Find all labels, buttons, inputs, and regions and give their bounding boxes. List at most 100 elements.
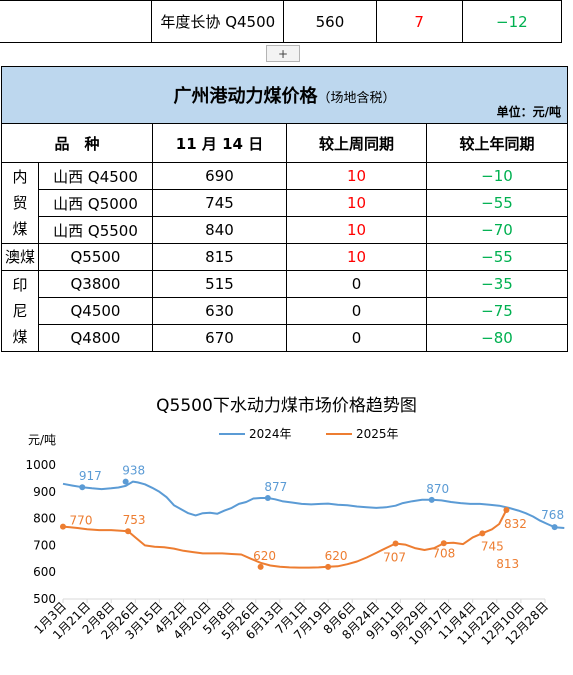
yoy-cell: −12: [461, 0, 563, 43]
data-label-2025: 753: [123, 513, 146, 527]
yoy-cell: −10: [426, 162, 568, 190]
y-tick-label: 600: [33, 565, 56, 579]
data-point-2025: [257, 563, 264, 570]
data-point-2025: [392, 540, 399, 547]
group-label-char: 贸: [12, 194, 28, 212]
price-cell: 670: [152, 324, 287, 352]
data-label-2025: 620: [253, 549, 276, 563]
wow-cell: 10: [286, 216, 427, 244]
wow-cell: 10: [286, 189, 427, 217]
header-variety: 品 种: [1, 123, 153, 163]
yoy-cell: −80: [426, 324, 568, 352]
table-subtitle: （场地含税）: [317, 91, 396, 106]
table-title: 广州港动力煤价格: [173, 86, 318, 107]
data-label-2024: 768: [541, 508, 564, 522]
table-row: Q4500 630 0 −75: [2, 297, 568, 325]
price-cell: 745: [152, 189, 287, 217]
data-label-2024: 938: [122, 464, 145, 478]
table-row: 山西 Q5000 745 10 −55: [2, 189, 568, 217]
series-2025-line: [62, 509, 508, 569]
table-row: 山西 Q5500 840 10 −70: [2, 216, 568, 244]
variety-cell: Q5500: [38, 243, 153, 271]
group-label: 印尼煤: [1, 270, 39, 352]
variety-cell: 山西 Q5000: [38, 189, 153, 217]
header-wow: 较上周同期: [286, 123, 427, 163]
data-point-2024: [122, 478, 129, 485]
data-point-2025: [325, 563, 332, 570]
item-name-cell: 年度长协 Q4500: [151, 0, 285, 43]
yoy-cell: −70: [426, 216, 568, 244]
data-point-2024: [428, 496, 435, 503]
variety-cell: 山西 Q5500: [38, 216, 153, 244]
data-label-2025-extra: 813: [496, 557, 519, 571]
data-label-2024: 917: [79, 469, 102, 483]
table-row: 印尼煤 Q3800 515 0 −35: [1, 270, 568, 352]
price-cell: 515: [152, 270, 287, 298]
data-label-2025: 745: [481, 539, 504, 553]
data-point-2025: [479, 530, 486, 537]
group-label-char: 煤: [12, 328, 28, 346]
expand-button[interactable]: +: [266, 45, 300, 62]
data-label-2025: 832: [504, 517, 527, 531]
price-table: 广州港动力煤价格（场地含税） 单位：元/吨 品 种 11 月 14 日 较上周同…: [1, 66, 568, 352]
variety-cell: 山西 Q4500: [38, 162, 153, 190]
data-point-2025: [125, 528, 132, 535]
y-tick-label: 700: [33, 538, 56, 552]
price-cell: 815: [152, 243, 287, 271]
y-axis-label: 元/吨: [28, 433, 56, 447]
price-cell: 690: [152, 162, 287, 190]
price-trend-chart: 元/吨 2024年 2025年50060070080090010001月3日1月21…: [25, 427, 565, 648]
yoy-cell: −35: [426, 270, 568, 298]
wow-cell: 0: [286, 324, 427, 352]
data-point-2024: [264, 494, 271, 501]
variety-cell: Q4800: [38, 324, 153, 352]
table-row: 年度长协 Q4500 560 7 −12: [0, 0, 563, 43]
data-point-2025: [440, 540, 447, 547]
series-2024-line: [62, 480, 565, 529]
group-label-char: 印: [12, 276, 28, 294]
data-point-2025: [503, 507, 510, 514]
yoy-cell: −55: [426, 243, 568, 271]
price-cell: 840: [152, 216, 287, 244]
blank-cell: [0, 0, 153, 43]
table-row: Q4800 670 0 −80: [2, 324, 568, 352]
yoy-cell: −55: [426, 189, 568, 217]
wow-cell: 0: [286, 297, 427, 325]
group-label-char: 澳煤: [4, 248, 35, 266]
data-label-2025: 770: [70, 514, 93, 528]
data-point-2025: [60, 523, 66, 530]
data-label-2024: 877: [264, 480, 287, 494]
variety-cell: Q3800: [38, 270, 153, 298]
data-point-2024: [551, 524, 558, 531]
data-point-2024: [79, 484, 86, 491]
y-tick-label: 500: [33, 592, 56, 606]
data-label-2025: 708: [432, 546, 455, 560]
header-date: 11 月 14 日: [152, 123, 287, 163]
group-label-char: 内: [12, 168, 28, 186]
data-label-2025: 620: [325, 549, 348, 563]
y-tick-label: 1000: [25, 458, 56, 472]
wow-cell: 7: [375, 0, 463, 43]
price-cell: 630: [152, 297, 287, 325]
group-label-char: 尼: [12, 302, 28, 320]
wow-cell: 10: [286, 162, 427, 190]
table-row: 澳煤 Q5500 815 10 −55: [1, 243, 568, 271]
chart-title: Q5500下水动力煤市场价格趋势图: [156, 396, 417, 416]
group-label: 澳煤: [1, 243, 39, 271]
legend-label: 2024年: [249, 427, 292, 441]
y-tick-label: 800: [33, 512, 56, 526]
table-title-cell: 广州港动力煤价格（场地含税） 单位：元/吨: [1, 66, 568, 124]
price-cell: 560: [283, 0, 377, 43]
yoy-cell: −75: [426, 297, 568, 325]
top-partial-table: 年度长协 Q4500 560 7 −12: [0, 0, 563, 43]
y-tick-label: 900: [33, 485, 56, 499]
wow-cell: 10: [286, 243, 427, 271]
group-label-char: 煤: [12, 220, 28, 238]
data-label-2025: 707: [383, 551, 406, 565]
group-label: 内贸煤: [1, 162, 39, 244]
unit-label: 单位：元/吨: [496, 105, 561, 119]
data-label-2024: 870: [426, 482, 449, 496]
table-row: 内贸煤山西 Q4500 690 10 −10: [1, 162, 568, 244]
table-body: 内贸煤山西 Q4500 690 10 −10 山西 Q5000 745 10 −55 山西 Q5…: [1, 162, 568, 352]
legend-label: 2025年: [356, 427, 399, 441]
